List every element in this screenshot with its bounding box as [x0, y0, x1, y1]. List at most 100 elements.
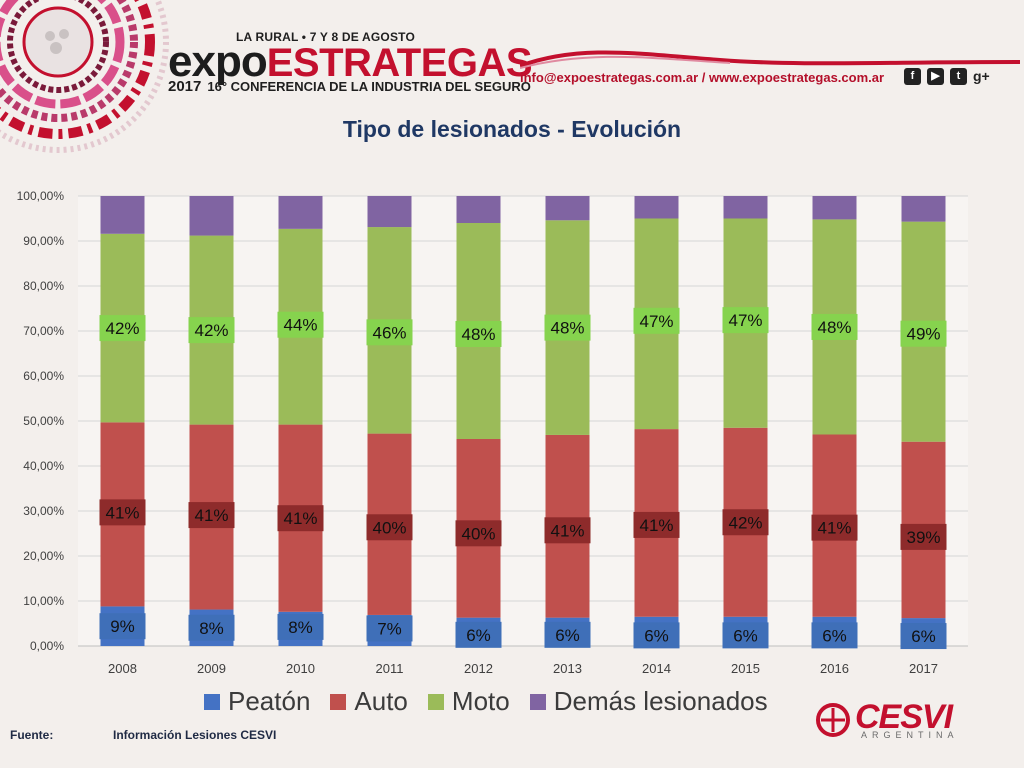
legend-label-peaton: Peatón	[228, 686, 311, 716]
data-label-box	[366, 319, 413, 346]
bar-segment-dem-s-lesionados	[634, 196, 679, 219]
expoestrategas-logo: LA RURAL • 7 Y 8 DE AGOSTO expoESTRATEGA…	[168, 30, 533, 100]
edition-line: 2017 16° CONFERENCIA DE LA INDUSTRIA DEL …	[168, 78, 531, 95]
y-tick-label: 80,00%	[23, 279, 64, 293]
data-label: 6%	[733, 626, 758, 645]
data-label-box	[544, 517, 591, 544]
data-label-box	[188, 502, 235, 529]
bar-segment-dem-s-lesionados	[723, 196, 768, 219]
cesvi-wordmark: CESVI	[855, 698, 953, 736]
social-icons: f ▶ t g+	[904, 68, 990, 85]
data-label: 6%	[466, 626, 491, 645]
data-label: 9%	[110, 617, 135, 636]
x-tick-label: 2017	[909, 661, 938, 676]
data-label-box	[455, 621, 502, 648]
data-label: 42%	[105, 319, 139, 338]
data-label: 40%	[372, 518, 406, 537]
legend-item-peaton: Peatón	[204, 686, 310, 717]
bar-segment-dem-s-lesionados	[901, 196, 946, 222]
data-label: 41%	[105, 503, 139, 522]
data-label: 39%	[906, 528, 940, 547]
cesvi-logo: CESVI ARGENTINA	[815, 700, 980, 750]
edition-year: 2017	[168, 78, 202, 95]
event-date-line: LA RURAL • 7 Y 8 DE AGOSTO	[236, 30, 415, 44]
data-label: 42%	[194, 321, 228, 340]
facebook-icon[interactable]: f	[904, 68, 921, 85]
decorative-swoosh	[520, 50, 1020, 69]
data-label: 48%	[550, 319, 584, 338]
x-tick-label: 2012	[464, 661, 493, 676]
bar-segment-dem-s-lesionados	[189, 196, 234, 236]
legend-item-demas: Demás lesionados	[529, 686, 768, 717]
y-tick-label: 100,00%	[17, 189, 65, 203]
source-value: Información Lesiones CESVI	[113, 728, 277, 742]
data-label-box	[455, 321, 502, 347]
data-label: 8%	[288, 618, 313, 637]
data-label: 47%	[639, 312, 673, 331]
bar-segment-dem-s-lesionados	[367, 196, 412, 228]
data-label-box	[900, 523, 947, 550]
y-tick-label: 30,00%	[23, 504, 64, 518]
bar-segment-dem-s-lesionados	[100, 196, 145, 234]
y-tick-label: 20,00%	[23, 549, 64, 563]
data-label-box	[811, 313, 858, 340]
data-label-box	[277, 613, 324, 640]
source-label: Fuente:	[10, 728, 54, 742]
legend-item-moto: Moto	[427, 686, 510, 717]
data-label: 6%	[911, 627, 936, 646]
legend-label-moto: Moto	[451, 686, 510, 716]
data-label-box	[811, 514, 858, 541]
data-label: 6%	[555, 626, 580, 645]
data-label-box	[900, 320, 947, 347]
data-label-box	[188, 317, 235, 344]
chart-legend: Peatón Auto Moto Demás lesionados	[204, 686, 768, 717]
x-tick-label: 2015	[731, 661, 760, 676]
data-label: 41%	[194, 506, 228, 525]
legend-swatch-peaton	[204, 693, 220, 710]
legend-label-demas: Demás lesionados	[553, 686, 768, 716]
data-label-box	[722, 622, 769, 649]
data-label-box	[722, 307, 769, 334]
y-tick-label: 50,00%	[23, 414, 64, 428]
data-label-box	[900, 623, 947, 650]
data-label-box	[277, 505, 324, 532]
legend-label-auto: Auto	[354, 686, 408, 716]
x-tick-label: 2014	[642, 661, 671, 676]
youtube-icon[interactable]: ▶	[927, 68, 944, 85]
brand-expo: expo	[168, 37, 268, 86]
bar-segment-dem-s-lesionados	[278, 196, 323, 229]
data-label: 46%	[372, 323, 406, 342]
data-label: 41%	[283, 509, 317, 528]
data-label-box	[633, 622, 680, 649]
contact-line: info@expoestrategas.com.ar / www.expoest…	[520, 70, 885, 85]
brand-estrategas: ESTRATEGAS	[266, 41, 533, 85]
y-tick-label: 0,00%	[30, 639, 64, 653]
bar-segment-dem-s-lesionados	[812, 196, 857, 220]
data-label-box	[188, 614, 235, 641]
data-label: 48%	[817, 318, 851, 337]
bar-segment-dem-s-lesionados	[545, 196, 590, 221]
data-label: 47%	[728, 311, 762, 330]
data-label: 6%	[644, 626, 669, 645]
data-label-box	[99, 613, 146, 640]
google-plus-icon[interactable]: g+	[973, 68, 990, 84]
twitter-icon[interactable]: t	[950, 68, 967, 85]
data-label: 6%	[822, 626, 847, 645]
data-label-box	[366, 615, 413, 642]
data-label-box	[544, 314, 591, 341]
edition-subtitle: 16° CONFERENCIA DE LA INDUSTRIA DEL SEGU…	[207, 79, 531, 94]
data-label-box	[544, 621, 591, 648]
x-tick-label: 2011	[376, 661, 404, 676]
data-label-box	[99, 499, 146, 526]
data-label: 49%	[906, 325, 940, 344]
data-label: 41%	[550, 521, 584, 540]
decorative-sunburst	[0, 0, 169, 153]
x-tick-label: 2010	[286, 661, 315, 676]
y-tick-label: 40,00%	[23, 459, 64, 473]
y-tick-label: 60,00%	[23, 369, 64, 383]
y-tick-label: 90,00%	[23, 234, 64, 248]
data-label-box	[633, 307, 680, 334]
data-label-box	[277, 311, 324, 338]
stacked-bar-chart: 0,00% 10,00% 20,00% 30,00% 40,00% 50,00% 60,00…	[17, 189, 968, 676]
